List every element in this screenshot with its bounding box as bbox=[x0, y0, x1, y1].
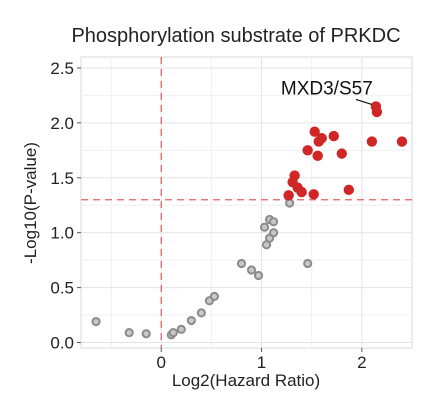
y-tick-label: 2.0 bbox=[50, 114, 74, 133]
y-axis-ticks: 0.0 0.5 1.0 1.5 2.0 2.5 bbox=[50, 59, 81, 353]
data-point-red bbox=[312, 150, 323, 162]
y-tick-label: 0.0 bbox=[50, 334, 74, 353]
threshold-lines bbox=[81, 57, 412, 348]
data-point-grey bbox=[124, 328, 134, 338]
data-point-red bbox=[309, 126, 320, 137]
data-point-red bbox=[308, 189, 319, 200]
grid-minor bbox=[81, 57, 412, 348]
data-points bbox=[91, 101, 408, 340]
data-point-grey bbox=[236, 258, 247, 269]
data-point-red bbox=[283, 190, 294, 201]
data-point-red bbox=[396, 136, 408, 147]
x-tick-label: 1 bbox=[257, 353, 266, 372]
x-axis-ticks: 0 1 2 bbox=[157, 348, 367, 372]
annotation-label: MXD3/S57 bbox=[281, 78, 373, 99]
data-point-red bbox=[302, 145, 313, 156]
data-point-grey bbox=[196, 308, 206, 318]
y-tick-label: 1.0 bbox=[50, 224, 74, 243]
data-point-grey bbox=[246, 265, 257, 275]
x-tick-label: 0 bbox=[157, 353, 166, 372]
data-point-red bbox=[296, 186, 307, 198]
data-point-red bbox=[371, 106, 383, 118]
data-point-grey bbox=[91, 317, 101, 327]
x-tick-label: 2 bbox=[357, 353, 366, 372]
data-point-red bbox=[289, 170, 300, 181]
data-point-red bbox=[343, 184, 355, 196]
data-point-grey bbox=[176, 324, 186, 334]
annotation-leader-line bbox=[355, 98, 373, 105]
data-point-red bbox=[316, 133, 327, 144]
data-point-red bbox=[328, 130, 339, 142]
annotations: MXD3/S57 bbox=[281, 78, 373, 105]
data-point-grey bbox=[253, 270, 264, 281]
y-tick-label: 2.5 bbox=[50, 59, 74, 78]
data-point-grey bbox=[168, 328, 178, 338]
data-point-red bbox=[336, 148, 347, 159]
data-point-grey bbox=[268, 228, 279, 238]
chart-title: Phosphorylation substrate of PRKDC bbox=[71, 25, 400, 47]
y-tick-label: 1.5 bbox=[50, 169, 74, 188]
data-point-grey bbox=[259, 222, 270, 232]
grid-major bbox=[81, 57, 412, 348]
data-point-grey bbox=[285, 198, 295, 208]
x-axis-label: Log2(Hazard Ratio) bbox=[172, 371, 320, 390]
data-point-red bbox=[366, 136, 378, 147]
data-point-grey bbox=[209, 291, 220, 301]
y-axis-label: -Log10(P-value) bbox=[21, 142, 40, 264]
y-tick-label: 0.5 bbox=[50, 279, 74, 298]
data-point-grey bbox=[186, 315, 196, 326]
data-point-grey bbox=[303, 258, 313, 269]
data-point-grey bbox=[141, 329, 151, 339]
plot-panel bbox=[80, 56, 413, 349]
data-point-grey bbox=[268, 217, 279, 227]
